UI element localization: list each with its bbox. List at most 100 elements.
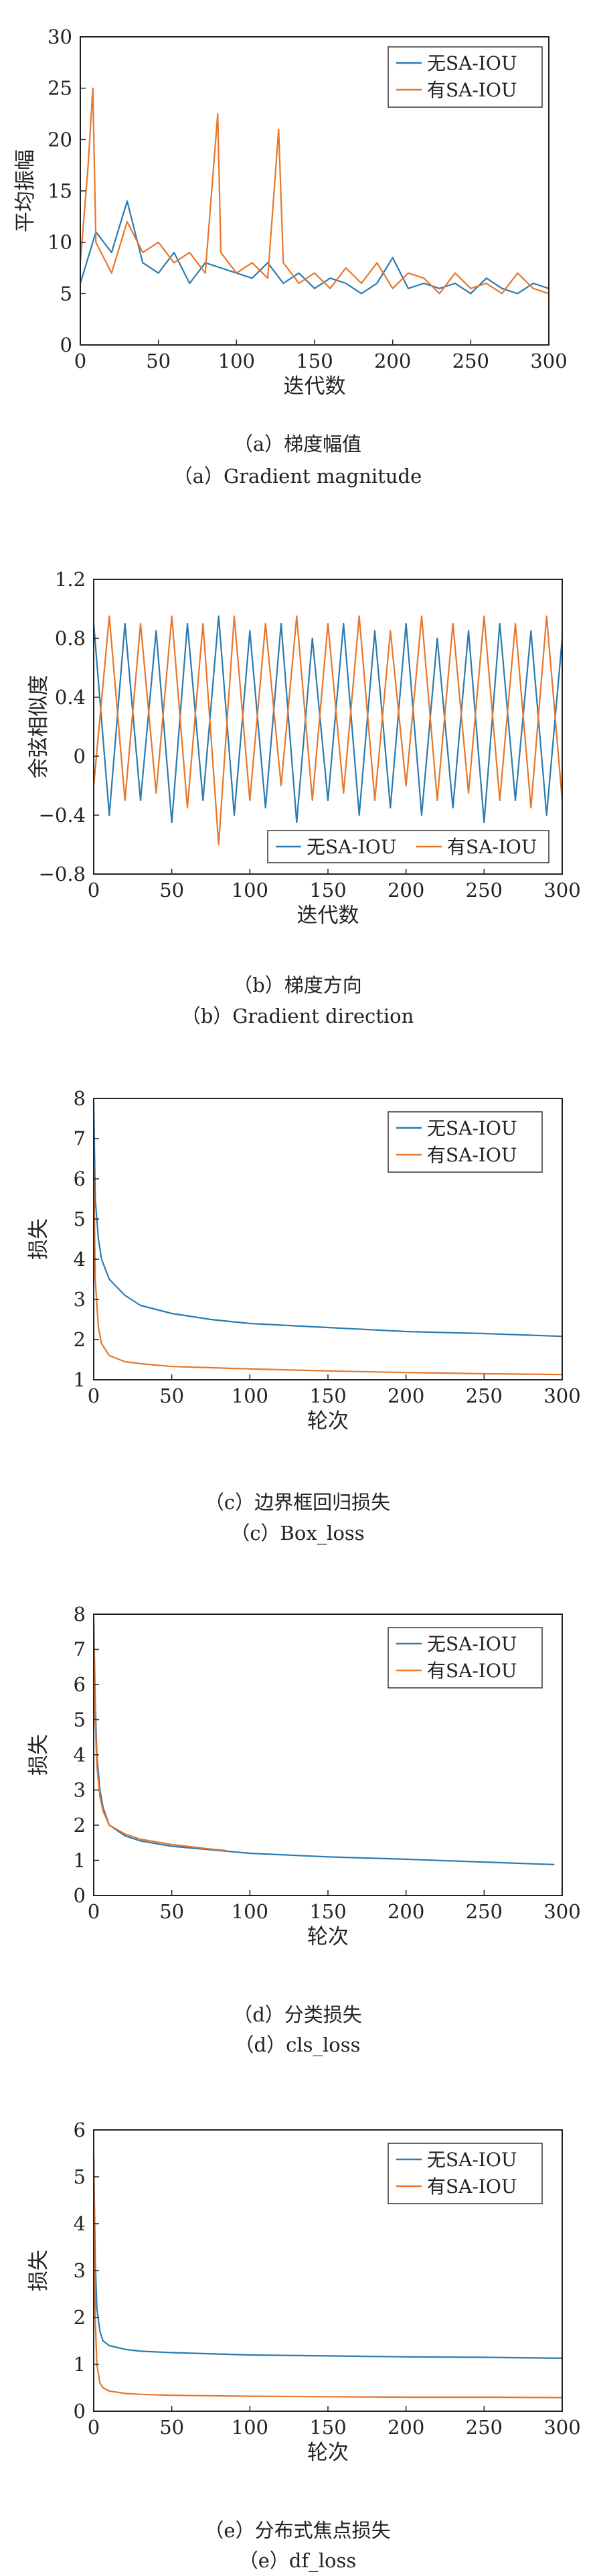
y-tick-label: 4 bbox=[74, 2212, 86, 2235]
x-tick-label: 0 bbox=[74, 350, 86, 372]
y-tick-label: 25 bbox=[48, 77, 72, 100]
legend-label: 有SA-IOU bbox=[427, 79, 517, 101]
y-tick-label: −0.8 bbox=[39, 863, 86, 885]
x-tick-label: 150 bbox=[309, 879, 346, 902]
x-tick-label: 100 bbox=[218, 350, 255, 372]
y-tick-label: 3 bbox=[74, 1288, 86, 1311]
x-axis-label: 轮次 bbox=[307, 1409, 349, 1433]
y-tick-label: 5 bbox=[74, 1208, 86, 1230]
y-tick-label: 5 bbox=[74, 1709, 86, 1731]
caption-en: （d）cls_loss bbox=[234, 2033, 361, 2056]
y-tick-label: −0.4 bbox=[39, 804, 86, 827]
chart-box-loss: 0 50 100 150 200 250 300 1 2 3 4 5 6 7 8 轮次 损失 无SA-IOU 有SA… bbox=[27, 1087, 581, 1433]
caption-en: （a）Gradient magnitude bbox=[173, 465, 422, 488]
caption-cn: （c）边界框回归损失 bbox=[204, 1491, 391, 1514]
panel-cls-loss: 0 50 100 150 200 250 300 0 1 2 3 4 5 6 7 8 轮次 损失 无SA-IOU 有S… bbox=[0, 1561, 595, 2070]
y-tick-label: 2 bbox=[74, 1814, 86, 1837]
y-tick-label: 7 bbox=[74, 1638, 86, 1661]
panel-gradient-magnitude: 0 50 100 150 200 250 300 0 5 10 15 20 25 30 迭代数 平均振幅 无SA… bbox=[0, 0, 595, 509]
y-tick-label: 3 bbox=[74, 1779, 86, 1802]
x-tick-label: 100 bbox=[232, 1900, 268, 1923]
x-axis-label: 迭代数 bbox=[297, 904, 359, 928]
series-line-0 bbox=[92, 1102, 563, 1338]
legend-box bbox=[267, 830, 549, 863]
panel-gradient-direction: 0 50 100 150 200 250 300 −0.8 −0.4 0 0.4 0.8 1.2 迭代数 余… bbox=[0, 522, 595, 1031]
x-tick-label: 0 bbox=[88, 879, 100, 902]
legend-label: 有SA-IOU bbox=[427, 2175, 517, 2198]
x-tick-label: 50 bbox=[159, 1384, 184, 1407]
x-tick-label: 200 bbox=[388, 879, 424, 902]
y-tick-label: 8 bbox=[74, 1087, 86, 1110]
legend-label: 无SA-IOU bbox=[427, 52, 517, 74]
x-tick-label: 0 bbox=[88, 1900, 100, 1923]
x-tick-label: 250 bbox=[466, 1384, 503, 1407]
x-tick-label: 200 bbox=[388, 2416, 424, 2439]
y-tick-label: 4 bbox=[74, 1248, 86, 1271]
caption-cn: （e）分布式焦点损失 bbox=[204, 2519, 391, 2542]
y-axis-label: 平均振幅 bbox=[13, 149, 37, 232]
y-tick-label: 0.4 bbox=[55, 686, 86, 709]
y-tick-label: 6 bbox=[74, 1673, 86, 1696]
caption-cn: （d）分类损失 bbox=[233, 2003, 362, 2026]
legend-label: 无SA-IOU bbox=[427, 2149, 517, 2171]
y-tick-label: 30 bbox=[48, 25, 72, 48]
caption-en: （e）df_loss bbox=[238, 2549, 357, 2572]
x-tick-label: 150 bbox=[309, 1384, 346, 1407]
legend-box bbox=[388, 1627, 543, 1689]
y-tick-label: 1 bbox=[74, 1849, 86, 1872]
x-tick-label: 50 bbox=[159, 879, 184, 902]
y-tick-label: 3 bbox=[74, 2259, 86, 2282]
y-tick-label: 10 bbox=[48, 231, 72, 254]
x-tick-label: 200 bbox=[374, 350, 411, 372]
x-tick-label: 300 bbox=[543, 1900, 580, 1923]
y-axis-label: 损失 bbox=[27, 1734, 51, 1776]
panel-box-loss: 0 50 100 150 200 250 300 1 2 3 4 5 6 7 8 轮次 损失 无SA-IOU 有SA… bbox=[0, 1045, 595, 1554]
x-tick-label: 50 bbox=[146, 350, 171, 372]
y-tick-label: 1.2 bbox=[55, 568, 86, 591]
series-line-1 bbox=[79, 87, 549, 295]
x-tick-label: 150 bbox=[309, 2416, 346, 2439]
legend-label: 有SA-IOU bbox=[427, 1144, 517, 1166]
x-axis-label: 轮次 bbox=[307, 1925, 349, 1949]
y-tick-label: 4 bbox=[74, 1743, 86, 1766]
legend-label: 无SA-IOU bbox=[307, 836, 396, 858]
caption-en: （c）Box_loss bbox=[230, 1522, 365, 1545]
x-axis-label: 迭代数 bbox=[284, 374, 346, 399]
x-tick-label: 150 bbox=[309, 1900, 346, 1923]
y-tick-label: 0 bbox=[74, 745, 86, 768]
chart-gradient-magnitude: 0 50 100 150 200 250 300 0 5 10 15 20 25 30 迭代数 平均振幅 无SA… bbox=[13, 25, 568, 399]
chart-gradient-direction: 0 50 100 150 200 250 300 −0.8 −0.4 0 0.4 0.8 1.2 迭代数 余… bbox=[27, 568, 581, 928]
y-tick-label: 1 bbox=[74, 2353, 86, 2376]
x-tick-label: 100 bbox=[232, 1384, 268, 1407]
y-tick-label: 6 bbox=[74, 1167, 86, 1190]
series-line-1 bbox=[92, 1628, 227, 1851]
x-tick-label: 200 bbox=[388, 1900, 424, 1923]
chart-df-loss: 0 50 100 150 200 250 300 0 1 2 3 4 5 6 轮次 损失 无SA-IOU 有SA-… bbox=[27, 2119, 581, 2465]
series-line-1 bbox=[92, 615, 564, 846]
x-tick-label: 0 bbox=[88, 2416, 100, 2439]
series-line-0 bbox=[92, 1618, 555, 1865]
x-tick-label: 50 bbox=[159, 2416, 184, 2439]
series-line-1 bbox=[92, 2153, 563, 2399]
legend-box bbox=[388, 1111, 543, 1173]
x-tick-label: 200 bbox=[388, 1384, 424, 1407]
y-tick-label: 5 bbox=[60, 282, 72, 305]
x-tick-label: 250 bbox=[452, 350, 489, 372]
series-line-1 bbox=[92, 1162, 563, 1376]
y-tick-label: 2 bbox=[74, 1328, 86, 1351]
x-tick-label: 100 bbox=[232, 879, 268, 902]
legend-label: 无SA-IOU bbox=[427, 1117, 517, 1139]
x-tick-label: 300 bbox=[543, 879, 580, 902]
x-tick-label: 100 bbox=[232, 2416, 268, 2439]
caption-en: （b）Gradient direction bbox=[181, 1005, 414, 1027]
legend-label: 有SA-IOU bbox=[427, 1660, 517, 1682]
y-axis-label: 余弦相似度 bbox=[27, 675, 51, 779]
series-line-0 bbox=[79, 200, 549, 295]
y-tick-label: 5 bbox=[74, 2165, 86, 2188]
x-tick-label: 250 bbox=[466, 879, 503, 902]
series-line-0 bbox=[92, 2153, 563, 2359]
legend-label: 有SA-IOU bbox=[447, 836, 537, 858]
legend-box bbox=[388, 2143, 543, 2204]
caption-cn: （b）梯度方向 bbox=[233, 974, 362, 997]
x-tick-label: 0 bbox=[88, 1384, 100, 1407]
